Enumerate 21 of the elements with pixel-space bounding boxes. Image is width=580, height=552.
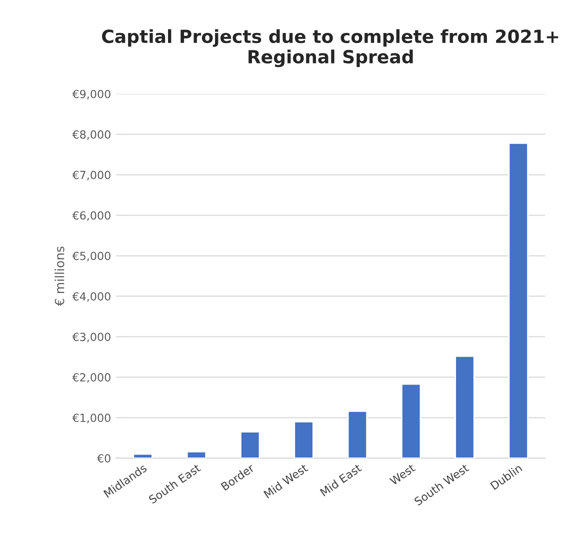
y-tick-label: €2,000 <box>72 373 110 383</box>
bar <box>240 431 260 458</box>
y-tick-label: €4,000 <box>72 292 110 302</box>
bar <box>508 142 528 458</box>
y-tick-label: €0 <box>97 454 110 463</box>
bar <box>132 453 153 458</box>
y-tick-label: €1,000 <box>72 414 110 424</box>
y-tick-label: €7,000 <box>72 170 110 180</box>
y-tick-label: €8,000 <box>72 130 110 140</box>
x-tick-label: Mid East <box>320 463 362 497</box>
bar <box>400 383 422 458</box>
y-tick-label: €3,000 <box>72 332 110 342</box>
y-axis-title: € millions <box>54 246 64 306</box>
y-tick-label: €6,000 <box>72 211 110 221</box>
bar <box>454 355 475 458</box>
chart-title: Captial Projects due to complete from 2021+ Regional Spread <box>102 29 558 68</box>
y-tick-label: €9,000 <box>72 90 110 100</box>
bar <box>294 421 314 458</box>
bar <box>186 450 207 458</box>
y-tick-label: €5,000 <box>72 252 110 262</box>
bar <box>347 410 368 458</box>
